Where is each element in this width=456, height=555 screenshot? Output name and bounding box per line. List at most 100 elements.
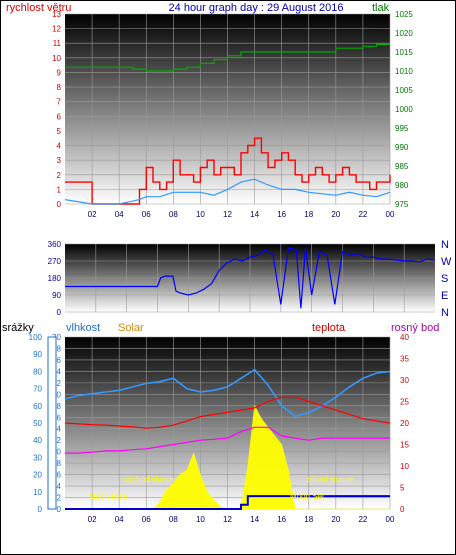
humidity-tick-label: 20 <box>52 390 61 399</box>
x-tick-label: 02 <box>88 210 97 219</box>
humidity-tick-label: 4 <box>57 482 62 491</box>
rain-tick-label: 50 <box>33 419 42 428</box>
pressure-tick-label: 995 <box>395 124 409 133</box>
humidity-tick-label: 6 <box>57 471 62 480</box>
x-tick-label: 02 <box>88 515 97 524</box>
compass-label: E <box>441 290 448 302</box>
x-tick-label: 08 <box>169 515 178 524</box>
humidity-tick-label: 22 <box>52 379 61 388</box>
rain-tick-label: 0 <box>38 505 43 514</box>
pressure-tick-label: 1025 <box>395 10 413 19</box>
x-tick-label: 00 <box>386 515 395 524</box>
pressure-tick-label: 980 <box>395 181 409 190</box>
humidity-tick-label: 0 <box>57 505 62 514</box>
x-tick-label: 06 <box>142 210 151 219</box>
pressure-tick-label: 1020 <box>395 29 413 38</box>
x-tick-label: 14 <box>250 210 259 219</box>
compass-label: N <box>441 307 449 319</box>
dewpoint-line <box>65 426 390 454</box>
pressure-tick-label: 1010 <box>395 67 413 76</box>
wind-tick-label: 0 <box>57 200 62 209</box>
wind-tick-label: 3 <box>57 156 62 165</box>
x-tick-label: 10 <box>196 515 205 524</box>
temperature-tick-label: 40 <box>400 333 409 342</box>
direction-tick-label: 90 <box>52 291 61 300</box>
wind-tick-label: 7 <box>57 98 62 107</box>
direction-tick-label: 270 <box>48 257 62 266</box>
humidity-tick-label: 26 <box>52 356 61 365</box>
rain-tick-label: 70 <box>33 385 42 394</box>
x-tick-label: 22 <box>358 210 367 219</box>
humidity-tick-label: 10 <box>52 448 61 457</box>
compass-label: N <box>441 239 449 251</box>
temperature-tick-label: 15 <box>400 441 409 450</box>
rain-tick-label: 10 <box>33 488 42 497</box>
sunrise-annotation: východ slunce <box>124 475 175 484</box>
x-tick-label: 04 <box>115 515 124 524</box>
humidity-tick-label: 16 <box>52 413 61 422</box>
direction-tick-label: 0 <box>57 308 62 317</box>
wind-tick-label: 1 <box>57 185 62 194</box>
x-tick-label: 10 <box>196 210 205 219</box>
pressure-tick-label: 1015 <box>395 48 413 57</box>
x-tick-label: 12 <box>223 210 232 219</box>
rain-tick-label: 40 <box>33 436 42 445</box>
temperature-tick-label: 30 <box>400 376 409 385</box>
wind-tick-label: 9 <box>57 68 62 77</box>
weather-panel-ticks: 0246810121416182022242628300102030405060… <box>29 333 410 524</box>
direction-tick-label: 180 <box>48 274 62 283</box>
x-tick-label: 00 <box>386 210 395 219</box>
wind-speed-label: rychlost větru <box>6 2 71 14</box>
x-tick-label: 06 <box>142 515 151 524</box>
direction-series <box>65 247 436 309</box>
wind-tick-label: 11 <box>53 39 62 48</box>
sunset-annotation: západ slunce <box>306 475 354 484</box>
moon-set-annotation: Moon Set <box>290 492 325 501</box>
x-tick-label: 20 <box>331 515 340 524</box>
rain-tick-label: 100 <box>29 333 43 342</box>
weather-series <box>64 368 391 510</box>
humidity-tick-label: 2 <box>57 494 62 503</box>
humidity-line <box>64 368 391 417</box>
x-tick-label: 20 <box>331 210 340 219</box>
humidity-tick-label: 30 <box>52 333 61 342</box>
rain-gauge <box>47 336 57 510</box>
compass-label: S <box>441 273 448 285</box>
wind-tick-label: 12 <box>52 25 61 34</box>
rain-tick-label: 80 <box>33 367 42 376</box>
x-tick-label: 14 <box>250 515 259 524</box>
rain-tick-label: 30 <box>33 453 42 462</box>
temperature-tick-label: 20 <box>400 419 409 428</box>
x-tick-label: 18 <box>304 210 313 219</box>
wind-panel-ticks: 0123456789101112139759809859909951000100… <box>52 10 413 219</box>
x-tick-label: 16 <box>277 210 286 219</box>
humidity-tick-label: 24 <box>52 367 61 376</box>
wind-tick-label: 10 <box>52 54 61 63</box>
direction-tick-label: 360 <box>48 240 62 249</box>
rain-tick-label: 60 <box>33 402 42 411</box>
x-tick-label: 22 <box>358 515 367 524</box>
wind-tick-label: 8 <box>57 83 62 92</box>
rain-tick-label: 20 <box>33 471 42 480</box>
rain-label: srážky <box>2 322 34 334</box>
direction-panel-grid <box>65 243 435 313</box>
dewpoint-label: rosný bod <box>391 322 439 334</box>
wind-tick-label: 5 <box>57 127 62 136</box>
x-tick-label: 04 <box>115 210 124 219</box>
humidity-tick-label: 8 <box>57 459 62 468</box>
wind-series <box>64 43 391 205</box>
pressure-line <box>65 43 390 72</box>
moon-rise-annotation: Moon Rise <box>89 492 128 501</box>
humidity-tick-label: 28 <box>52 344 61 353</box>
pressure-tick-label: 985 <box>395 162 409 171</box>
rain-line <box>65 495 390 510</box>
wind-tick-label: 2 <box>57 171 62 180</box>
x-tick-label: 16 <box>277 515 286 524</box>
pressure-label: tlak <box>372 2 390 14</box>
wind-tick-label: 4 <box>57 142 62 151</box>
x-tick-label: 12 <box>223 515 232 524</box>
temperature-tick-label: 5 <box>400 484 405 493</box>
humidity-tick-label: 14 <box>52 425 61 434</box>
